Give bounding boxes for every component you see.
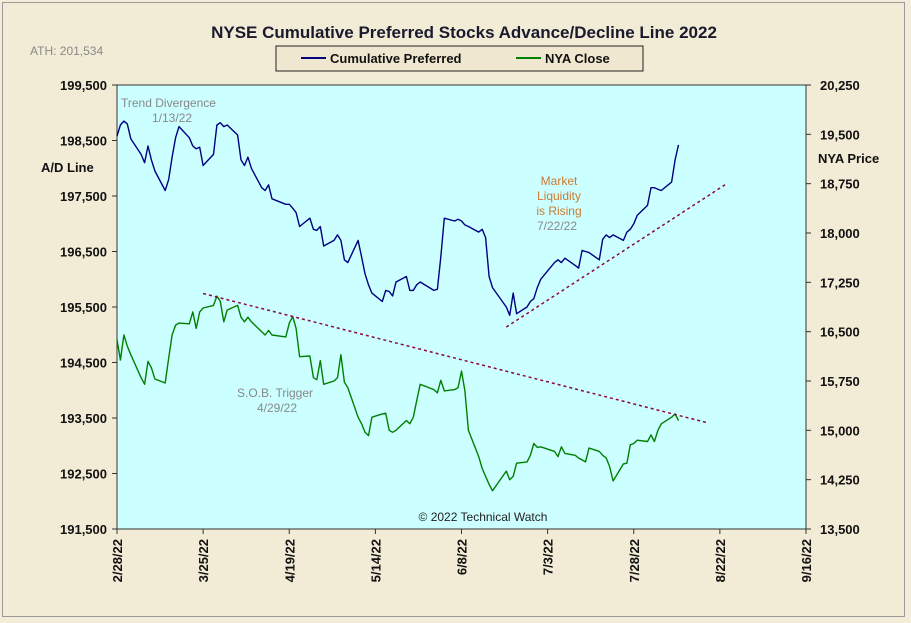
right-tick-label: 20,250 bbox=[820, 78, 860, 93]
trendline-resistance bbox=[202, 292, 707, 424]
right-axis-label: NYA Price bbox=[818, 151, 879, 166]
right-tick-label: 14,250 bbox=[820, 473, 860, 488]
legend-label-ad: Cumulative Preferred bbox=[330, 51, 462, 66]
copyright-note: © 2022 Technical Watch bbox=[419, 510, 548, 524]
annotation-market-date: 7/22/22 bbox=[537, 219, 577, 233]
right-tick-label: 15,750 bbox=[820, 374, 860, 389]
x-tick-label: 6/8/22 bbox=[455, 539, 470, 575]
x-tick-label: 7/3/22 bbox=[541, 539, 556, 575]
annotation-trend-divergence-date: 1/13/22 bbox=[152, 111, 192, 125]
left-tick-label: 197,500 bbox=[60, 189, 107, 204]
legend-label-nya: NYA Close bbox=[545, 51, 610, 66]
chart-marks: 199,500 198,500 197,500 196,500 195,500 194,5… bbox=[60, 78, 860, 582]
right-tick-label: 18,000 bbox=[820, 226, 860, 241]
x-tick-label: 4/19/22 bbox=[282, 539, 297, 582]
right-tick-label: 17,250 bbox=[820, 275, 860, 290]
x-tick-label: 2/28/22 bbox=[110, 539, 125, 582]
left-tick-label: 199,500 bbox=[60, 78, 107, 93]
left-tick-label: 192,500 bbox=[60, 467, 107, 482]
x-tick-label: 3/25/22 bbox=[196, 539, 211, 582]
left-axis-label: A/D Line bbox=[41, 160, 94, 175]
left-tick-label: 196,500 bbox=[60, 245, 107, 260]
left-tick-label: 193,500 bbox=[60, 411, 107, 426]
right-tick-label: 16,500 bbox=[820, 325, 860, 340]
right-tick-label: 15,000 bbox=[820, 423, 860, 438]
annotation-sob-trigger: S.O.B. Trigger bbox=[237, 386, 313, 400]
trendline-support bbox=[505, 183, 728, 328]
annotation-market-line2: Liquidity bbox=[537, 189, 581, 203]
x-tick-label: 8/22/22 bbox=[713, 539, 728, 582]
plot-area bbox=[116, 84, 807, 530]
right-tick-label: 13,500 bbox=[820, 522, 860, 537]
left-tick-label: 191,500 bbox=[60, 522, 107, 537]
chart-title: NYSE Cumulative Preferred Stocks Advance… bbox=[211, 23, 717, 42]
series-line-cumulative-preferred bbox=[116, 120, 680, 316]
ath-label: ATH: 201,534 bbox=[30, 44, 103, 58]
x-tick-label: 7/28/22 bbox=[627, 539, 642, 582]
right-tick-label: 19,500 bbox=[820, 127, 860, 142]
left-tick-label: 198,500 bbox=[60, 134, 107, 149]
series-line-nya-close bbox=[116, 295, 680, 492]
legend-box bbox=[275, 45, 644, 72]
left-tick-label: 194,500 bbox=[60, 356, 107, 371]
annotation-market-line1: Market bbox=[541, 174, 578, 188]
left-tick-label: 195,500 bbox=[60, 300, 107, 315]
x-tick-label: 5/14/22 bbox=[368, 539, 383, 582]
annotation-market-line3: is Rising bbox=[536, 204, 581, 218]
annotation-sob-date: 4/29/22 bbox=[257, 401, 297, 415]
annotation-trend-divergence: Trend Divergence bbox=[121, 96, 216, 110]
legend: Cumulative Preferred NYA Close bbox=[275, 45, 644, 72]
x-tick-label: 9/16/22 bbox=[799, 539, 814, 582]
right-tick-label: 18,750 bbox=[820, 177, 860, 192]
